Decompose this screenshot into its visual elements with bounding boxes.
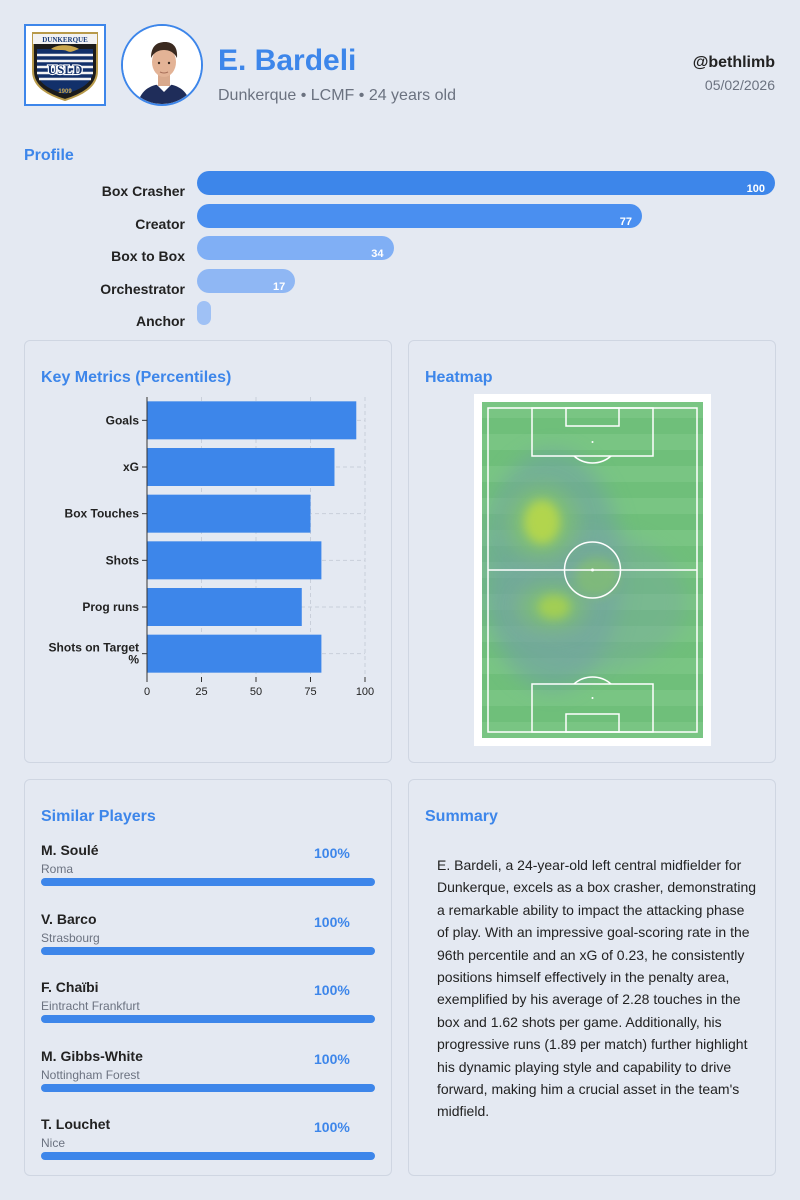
report-date: 05/02/2026 [704,77,775,93]
similar-player-club: Nice [41,1136,66,1150]
profile-value: 100 [746,183,765,195]
profile-label: Orchestrator [100,280,185,297]
bar [147,401,357,440]
profile-value: 17 [273,280,286,293]
profile-row: Creator 77 [0,203,800,237]
player-avatar [121,24,203,106]
profile-value: 34 [371,248,384,260]
club-logo-monogram: USLD [48,62,83,77]
summary-card: Summary E. Bardeli, a 24-year-old left c… [408,779,776,1176]
x-tick-label: 75 [304,686,316,698]
profile-bar: 34 [197,236,394,260]
profile-label: Box Crasher [101,183,185,199]
similarity-bar [41,878,375,886]
similarity-bar [41,1152,375,1160]
y-tick-label: Shots [106,553,140,567]
similar-player-item[interactable]: T. Louchet Nice 100% [41,1116,377,1185]
key-metrics-chart: Goals xG Box Touches Shots Prog runs Shots on… [49,397,374,698]
bar [147,588,302,626]
similar-player-item[interactable]: F. Chaïbi Eintracht Frankfurt 100% [41,979,377,1048]
similar-player-name: T. Louchet [41,1116,111,1132]
profile-row: Box to Box 34 [0,236,800,269]
similarity-bar [41,946,375,955]
similar-player-name: M. Soulé [41,842,99,858]
y-tick-label: Prog runs [82,600,139,614]
club-logo-year: 1909 [58,89,72,95]
key-metrics-title: Key Metrics (Percentiles) [41,369,232,386]
similar-player-name: F. Chaïbi [41,979,99,995]
similar-player-percent: 100% [314,845,350,861]
similar-player-item[interactable]: M. Gibbs-White Nottingham Forest 100% [41,1048,377,1117]
profile-label: Creator [135,215,185,232]
heatmap-pitch [474,394,711,746]
similar-player-percent: 100% [314,913,350,930]
heatmap-title: Heatmap [425,369,493,386]
player-subtitle: Dunkerque • LCMF • 24 years old [218,87,456,104]
similar-players-title: Similar Players [41,808,156,825]
summary-title: Summary [425,808,498,825]
profile-row: Box Crasher 100 [0,171,800,204]
x-tick-label: 25 [195,686,207,698]
similar-player-club: Roma [41,862,74,876]
similar-player-club: Strasbourg [41,930,100,945]
similarity-bar [41,1083,375,1092]
player-name: E. Bardeli [218,44,357,77]
x-tick-label: 100 [356,686,374,698]
bar [147,541,322,580]
similar-players-card: Similar Players M. Soulé Roma 100% V. Ba… [24,779,392,1176]
profile-bar: 77 [197,203,643,228]
profile-label: Box to Box [111,248,185,264]
profile-bar: 100 [197,171,775,195]
y-tick-label: Shots on Target [49,641,139,655]
author-handle[interactable]: @bethlimb [692,54,775,71]
club-logo-text: DUNKERQUE [42,36,88,44]
profile-bar [197,301,211,325]
profile-row: Anchor [0,301,800,334]
bar [147,494,311,533]
similarity-bar [41,1015,375,1023]
similar-player-item[interactable]: M. Soulé Roma 100% [41,842,377,911]
profile-title: Profile [24,147,74,164]
club-logo: DUNKERQUE USLD 1909 [24,24,106,106]
similar-player-club: Eintracht Frankfurt [41,999,140,1013]
profile-label: Anchor [136,313,185,329]
similar-player-percent: 100% [314,982,350,998]
profile-bar: 17 [197,268,296,293]
similar-player-name: V. Barco [41,910,97,927]
y-tick-label: Box Touches [65,507,140,521]
bar [147,448,335,486]
bar [147,634,322,673]
similar-player-percent: 100% [314,1119,350,1135]
y-tick-label: % [128,653,139,667]
x-tick-label: 50 [250,686,262,698]
similar-players-list: M. Soulé Roma 100% V. Barco Strasbourg 1… [41,842,377,1185]
y-tick-label: xG [123,460,139,474]
similar-player-percent: 100% [314,1050,350,1067]
similar-player-item[interactable]: V. Barco Strasbourg 100% [41,911,377,980]
y-tick-label: Goals [106,413,140,427]
summary-text: E. Bardeli, a 24-year-old left central m… [437,857,757,1120]
key-metrics-card: Key Metrics (Percentiles) Goals xG Box Tou… [24,340,392,763]
profile-value: 77 [619,215,633,228]
similar-player-name: M. Gibbs-White [41,1047,143,1064]
profile-row: Orchestrator 17 [0,268,800,302]
x-tick-label: 0 [144,686,150,698]
heatmap-card: Heatmap [408,340,776,763]
profile-bars: Box Crasher 100 Creator 77 Box to Box 34… [0,171,800,334]
similar-player-club: Nottingham Forest [41,1067,140,1082]
